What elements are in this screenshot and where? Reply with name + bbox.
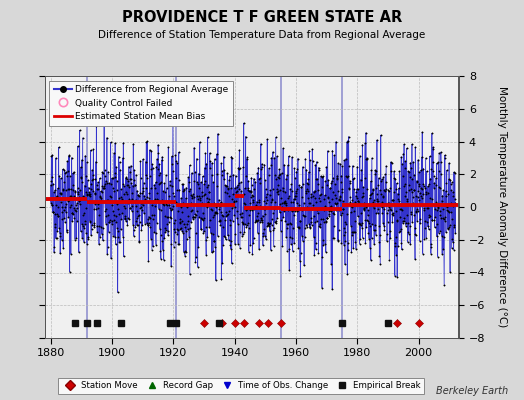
Text: Difference of Station Temperature Data from Regional Average: Difference of Station Temperature Data f… <box>99 30 425 40</box>
Text: PROVIDENCE T F GREEN STATE AR: PROVIDENCE T F GREEN STATE AR <box>122 10 402 25</box>
Text: Berkeley Earth: Berkeley Earth <box>436 386 508 396</box>
Legend: Difference from Regional Average, Quality Control Failed, Estimated Station Mean: Difference from Regional Average, Qualit… <box>49 80 233 126</box>
Legend: Station Move, Record Gap, Time of Obs. Change, Empirical Break: Station Move, Record Gap, Time of Obs. C… <box>58 378 424 394</box>
Y-axis label: Monthly Temperature Anomaly Difference (°C): Monthly Temperature Anomaly Difference (… <box>497 86 507 328</box>
